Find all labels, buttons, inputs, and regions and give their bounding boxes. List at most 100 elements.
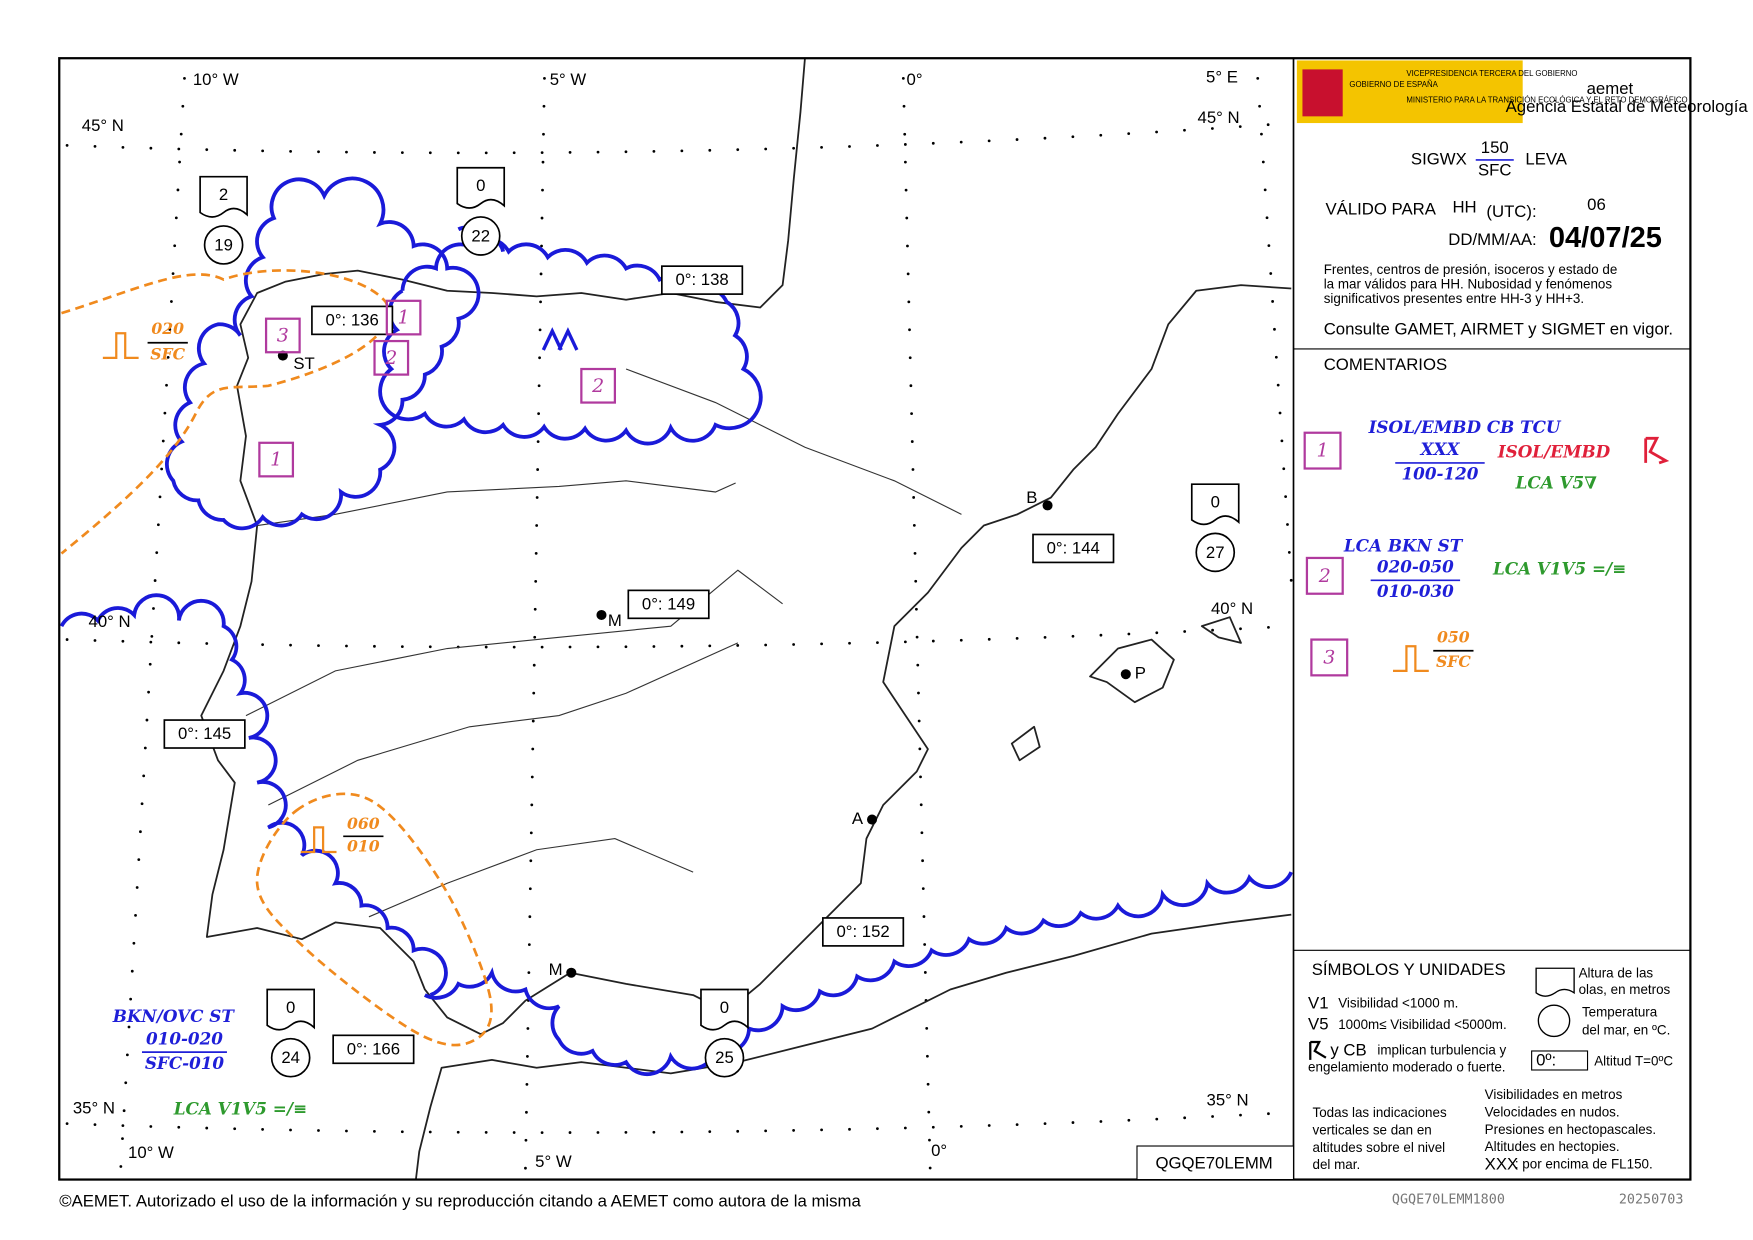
meridian [1256, 76, 1293, 583]
grid-label: 10° W [193, 70, 239, 89]
freezing-level: 0°: 136 [326, 310, 379, 329]
area-label: 3 [277, 325, 289, 347]
cb-symbol [1644, 436, 1670, 465]
wave-height: 2 [219, 185, 228, 204]
sst-circle [203, 225, 244, 265]
utc: (UTC): [1486, 202, 1536, 221]
comment-cloud: ISOL/EMBD CB TCU [1368, 417, 1562, 437]
legend-text: Temperatura [1582, 1005, 1658, 1020]
freezing-level-box [332, 1034, 415, 1065]
level-base: 100-120 [1402, 464, 1479, 484]
chart-code: QGQE70LEMM [1155, 1153, 1272, 1172]
level-top: 020 [151, 319, 184, 338]
sst-circle [1537, 1004, 1571, 1038]
legend-units: : por encima de FL150. [1515, 1157, 1653, 1172]
city-dot [596, 609, 607, 620]
legend-text: implican turbulencia y [1377, 1043, 1506, 1058]
area-box [385, 299, 422, 336]
wave-height: 0 [1211, 493, 1220, 512]
level-base: 010-030 [1377, 581, 1454, 601]
icing-area [60, 269, 390, 555]
grid-label: 0° [907, 70, 923, 89]
wave-flag [456, 166, 506, 209]
river [268, 642, 739, 806]
cloud-boundary [59, 593, 448, 997]
comment-weather: LCA V1V5 =/≡ [1492, 559, 1626, 579]
river [368, 837, 694, 918]
legend-text: Visibilidad <1000 m. [1338, 996, 1458, 1011]
legend-text: engelamiento moderado o fuerte. [1308, 1059, 1505, 1074]
icing-area [255, 792, 493, 1047]
comment-cloud: LCA BKN ST [1343, 535, 1464, 555]
logo-text: GOBIERNO DE ESPAÑA [1349, 80, 1438, 89]
freezing-level: 0°: 149 [642, 594, 695, 613]
wave-height: 0 [720, 998, 729, 1017]
island [1010, 725, 1041, 762]
island [1089, 638, 1175, 704]
river [245, 569, 783, 717]
comment-id: 2 [1318, 565, 1331, 587]
code-box [1136, 1145, 1295, 1181]
level-base: SFC [1436, 652, 1471, 671]
city-dot [566, 967, 577, 978]
level-base: SFC-010 [145, 1053, 225, 1073]
icing-symbol [300, 826, 337, 854]
hh: HH [1452, 197, 1476, 216]
area-label: 1 [398, 307, 410, 329]
copyright: ©AEMET. Autorizado el uso de la informac… [59, 1191, 861, 1210]
cb-symbol [1309, 1040, 1327, 1060]
cloud-boundary [378, 236, 763, 446]
grid-label: 45° N [1198, 108, 1240, 127]
logo-text: Agencia Estatal de Meteorología [1506, 97, 1749, 116]
legend-units: Velocidades en nudos. [1485, 1105, 1620, 1120]
hour: 06 [1587, 195, 1606, 214]
city: ST [293, 354, 314, 373]
city: B [1026, 488, 1037, 507]
level-top: 010-020 [146, 1028, 223, 1048]
level-base: SFC [1478, 161, 1511, 180]
freezing-level: 0°: 144 [1047, 538, 1100, 557]
product: SIGWX [1411, 149, 1467, 168]
coat-of-arms [1302, 69, 1343, 117]
frame [58, 57, 1692, 1181]
logo-text: MINISTERIO PARA LA TRANSICIÓN ECOLÓGICA … [1406, 96, 1687, 105]
legend-note: altitudes sobre el nivel [1313, 1140, 1446, 1155]
sst-circle [704, 1037, 745, 1078]
sea-temperature: 22 [471, 227, 490, 246]
area-box [264, 317, 301, 354]
comment-id: 3 [1323, 647, 1335, 669]
description: Frentes, centros de presión, isoceros y … [1324, 262, 1618, 277]
legend-units: Visibilidades en metros [1485, 1087, 1623, 1102]
wave-flag [199, 175, 248, 218]
legend-units: Altitudes en hectopies. [1485, 1139, 1620, 1154]
freezing-level: 0°: 145 [178, 724, 231, 743]
logo-text: VICEPRESIDENCIA TERCERA DEL GOBIERNO [1406, 69, 1577, 78]
level-top: XXX [1419, 439, 1460, 459]
sst-circle [1195, 532, 1236, 573]
sea-temperature: 27 [1206, 543, 1225, 562]
level-top: 150 [1481, 138, 1509, 157]
icing-symbol [1393, 645, 1429, 672]
footer-date: 20250703 [1619, 1193, 1684, 1208]
cloud-note: BKN/OVC ST [112, 1006, 236, 1026]
map [59, 58, 1294, 1180]
weather-note: LCA V1V5 =/≡ [173, 1099, 307, 1119]
wave-flag [700, 988, 749, 1031]
grid-label: 35° N [73, 1099, 115, 1118]
legend-text: del mar, en ºC. [1582, 1022, 1670, 1037]
legend-text: olas, en metros [1579, 982, 1671, 997]
legend-symbol: V5 [1308, 1015, 1329, 1034]
wave-height: 0 [286, 998, 295, 1017]
legend-text: 1000m≤ Visibilidad <5000m. [1338, 1017, 1506, 1032]
fl-box [1531, 1050, 1589, 1071]
level-top: 060 [347, 814, 380, 833]
mountain-wave [541, 327, 579, 351]
cloud-boundary [423, 871, 1294, 1077]
legend-text: Altura de las [1579, 965, 1654, 980]
city: M [608, 611, 622, 630]
city: M [549, 960, 563, 979]
wave-flag [266, 988, 315, 1031]
freezing-level: 0°: 138 [675, 270, 728, 289]
